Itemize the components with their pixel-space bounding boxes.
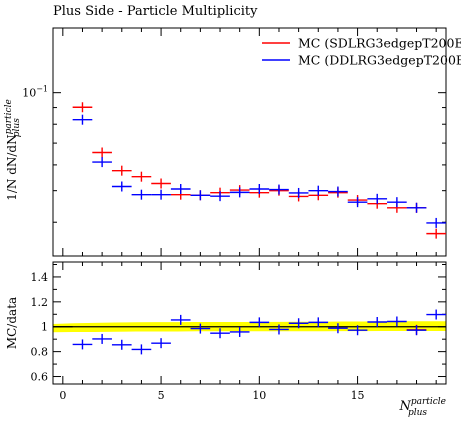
ratio-plot-frame <box>52 261 447 385</box>
x-tick-label: 0 <box>59 389 66 402</box>
legend-label-2: MC (DDLRG3edgepT200E <box>298 53 461 68</box>
x-tick-label: 15 <box>351 389 365 402</box>
ratio-y-tick-label: 1.4 <box>31 271 49 284</box>
ratio-y-tick-label: 0.6 <box>31 371 49 384</box>
main-plot-frame <box>52 27 447 257</box>
ratio-y-axis-label: MC/data <box>5 297 19 349</box>
ratio-y-tick-label: 0.8 <box>31 346 49 359</box>
x-axis-label: Nparticle plus <box>398 397 446 418</box>
ratio-y-tick-label: 1 <box>41 321 48 334</box>
chart-title: Plus Side - Particle Multiplicity <box>53 4 258 19</box>
ratio-y-tick-label: 1.2 <box>31 296 49 309</box>
legend-label-1: MC (SDLRG3edgepT200E <box>298 36 461 51</box>
y-axis-label: 1/N dN/dNparticleplus <box>4 99 22 201</box>
y-tick-label: 10−1 <box>22 85 48 100</box>
x-tick-label: 10 <box>252 389 266 402</box>
x-tick-label: 5 <box>158 389 165 402</box>
